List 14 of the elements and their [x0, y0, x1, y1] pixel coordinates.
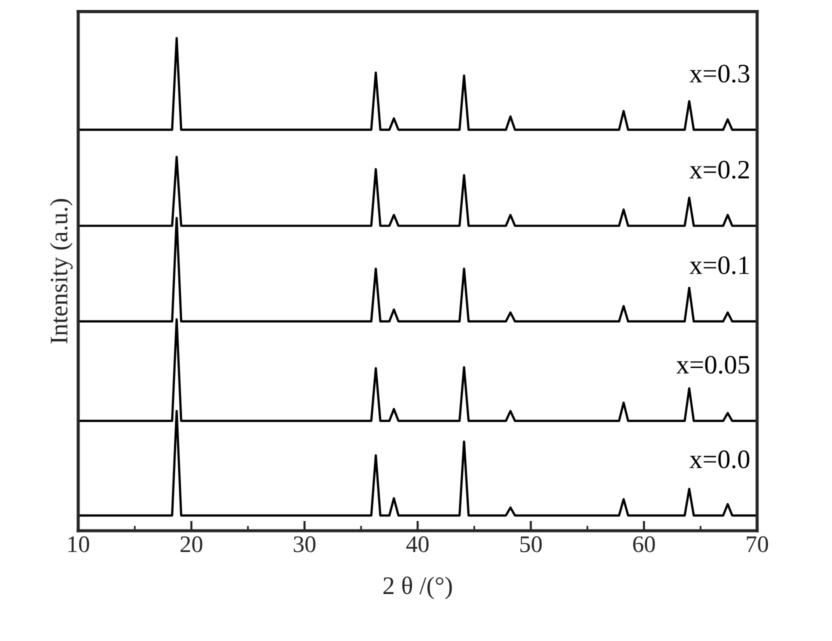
series-label: x=0.2 [690, 160, 749, 179]
series-label: x=0.05 [676, 356, 750, 374]
series-label: x=0.1 [690, 256, 749, 274]
x-tick-label: 40 [406, 536, 429, 552]
x-tick-label: 30 [294, 536, 316, 552]
x-tick-label: 10 [68, 536, 90, 552]
series-label: x=0.3 [690, 64, 750, 83]
x-tick-label: 20 [180, 536, 202, 552]
x-tick-label: 50 [520, 536, 542, 552]
y-axis-title: Intensity (a.u.) [50, 199, 73, 344]
x-axis-title: 2 θ /(°) [383, 576, 452, 600]
x-tick-label: 60 [633, 536, 655, 552]
series-label: x=0.0 [690, 450, 750, 468]
x-tick-label: 70 [746, 536, 768, 552]
